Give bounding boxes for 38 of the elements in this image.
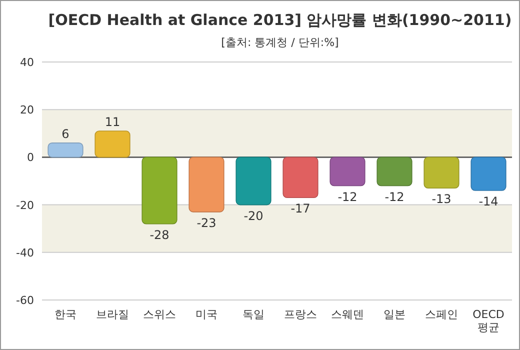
y-tick-label: 40 bbox=[20, 56, 34, 69]
data-label: -12 bbox=[384, 190, 404, 204]
data-label: 6 bbox=[62, 126, 70, 141]
y-tick-label: 20 bbox=[20, 104, 34, 117]
data-label: 11 bbox=[104, 115, 120, 130]
x-tick-label: 독일 bbox=[242, 308, 264, 321]
bar bbox=[282, 156, 318, 198]
bar bbox=[424, 156, 460, 189]
data-label: -28 bbox=[150, 228, 170, 242]
x-tick-label: 브라질 bbox=[96, 308, 129, 321]
x-tick-label: 프랑스 bbox=[284, 308, 317, 321]
bar bbox=[188, 156, 224, 212]
x-tick-label: 스위스 bbox=[143, 308, 176, 321]
bar bbox=[48, 142, 84, 158]
x-tick-label: 일본 bbox=[384, 308, 406, 321]
data-label: -14 bbox=[478, 194, 498, 209]
data-label: -17 bbox=[290, 202, 310, 216]
data-label: -20 bbox=[244, 208, 264, 223]
y-tick-label: -60 bbox=[16, 294, 34, 307]
y-tick-label: -40 bbox=[16, 246, 34, 260]
y-tick-label: -20 bbox=[16, 198, 34, 212]
data-label: -13 bbox=[432, 192, 452, 206]
x-tick-label: 미국 bbox=[196, 308, 218, 321]
x-tick-label: 한국 bbox=[54, 308, 76, 321]
data-label: -12 bbox=[338, 190, 358, 204]
bar bbox=[94, 130, 130, 158]
y-tick-label: 0 bbox=[27, 151, 34, 164]
data-label: -23 bbox=[196, 216, 216, 230]
bar bbox=[470, 156, 506, 191]
bar bbox=[236, 156, 272, 206]
x-tick-label: OECD 평균 bbox=[472, 308, 504, 334]
x-tick-label: 스페인 bbox=[425, 308, 458, 321]
chart-title: [OECD Health at Glance 2013] 암사망률 변화(1990~2011) bbox=[48, 11, 512, 29]
bar bbox=[376, 156, 412, 186]
x-tick-label: 스웨덴 bbox=[331, 308, 364, 321]
bar bbox=[330, 156, 366, 186]
bar bbox=[142, 156, 178, 224]
chart-subtitle: [출처: 통계청 / 단위:%] bbox=[221, 36, 339, 49]
